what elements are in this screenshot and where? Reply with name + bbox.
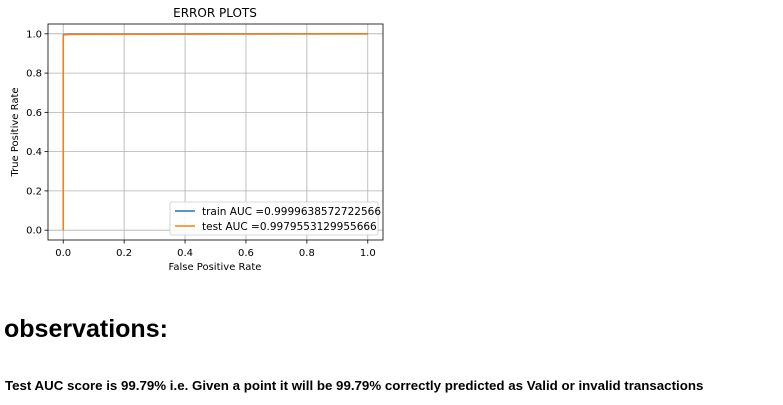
x-tick-label: 0.6: [238, 248, 254, 259]
roc-chart-svg: ERROR PLOTS False Positive Rate True Pos…: [10, 6, 384, 273]
x-tick-label: 0.0: [55, 248, 71, 259]
y-tick-label: 0.8: [26, 69, 42, 80]
x-tick-label: 1.0: [360, 248, 376, 259]
y-tick-label: 0.0: [26, 226, 42, 237]
legend-label-0: train AUC =0.9999638572722566: [202, 206, 381, 218]
observations-text: Test AUC score is 99.79% i.e. Given a po…: [5, 378, 704, 393]
x-tick-label: 0.4: [177, 248, 193, 259]
y-tick-label: 0.2: [26, 186, 42, 197]
series-line-1: [62, 33, 368, 231]
roc-chart: ERROR PLOTS False Positive Rate True Pos…: [0, 0, 400, 280]
x-tick-label: 0.2: [116, 248, 132, 259]
y-tick-label: 0.4: [26, 147, 42, 158]
y-tick-label: 1.0: [26, 29, 42, 40]
plot-frame: [47, 23, 384, 241]
y-tick-label: 0.6: [26, 108, 42, 119]
x-axis-label: False Positive Rate: [169, 262, 262, 273]
observations-heading: observations:: [4, 315, 168, 343]
x-tick-label: 0.8: [299, 248, 315, 259]
chart-title: ERROR PLOTS: [173, 6, 257, 20]
legend-box: [169, 201, 379, 236]
legend-label-1: test AUC =0.9979553129955666: [202, 221, 377, 233]
y-axis-label: True Positive Rate: [10, 87, 21, 177]
